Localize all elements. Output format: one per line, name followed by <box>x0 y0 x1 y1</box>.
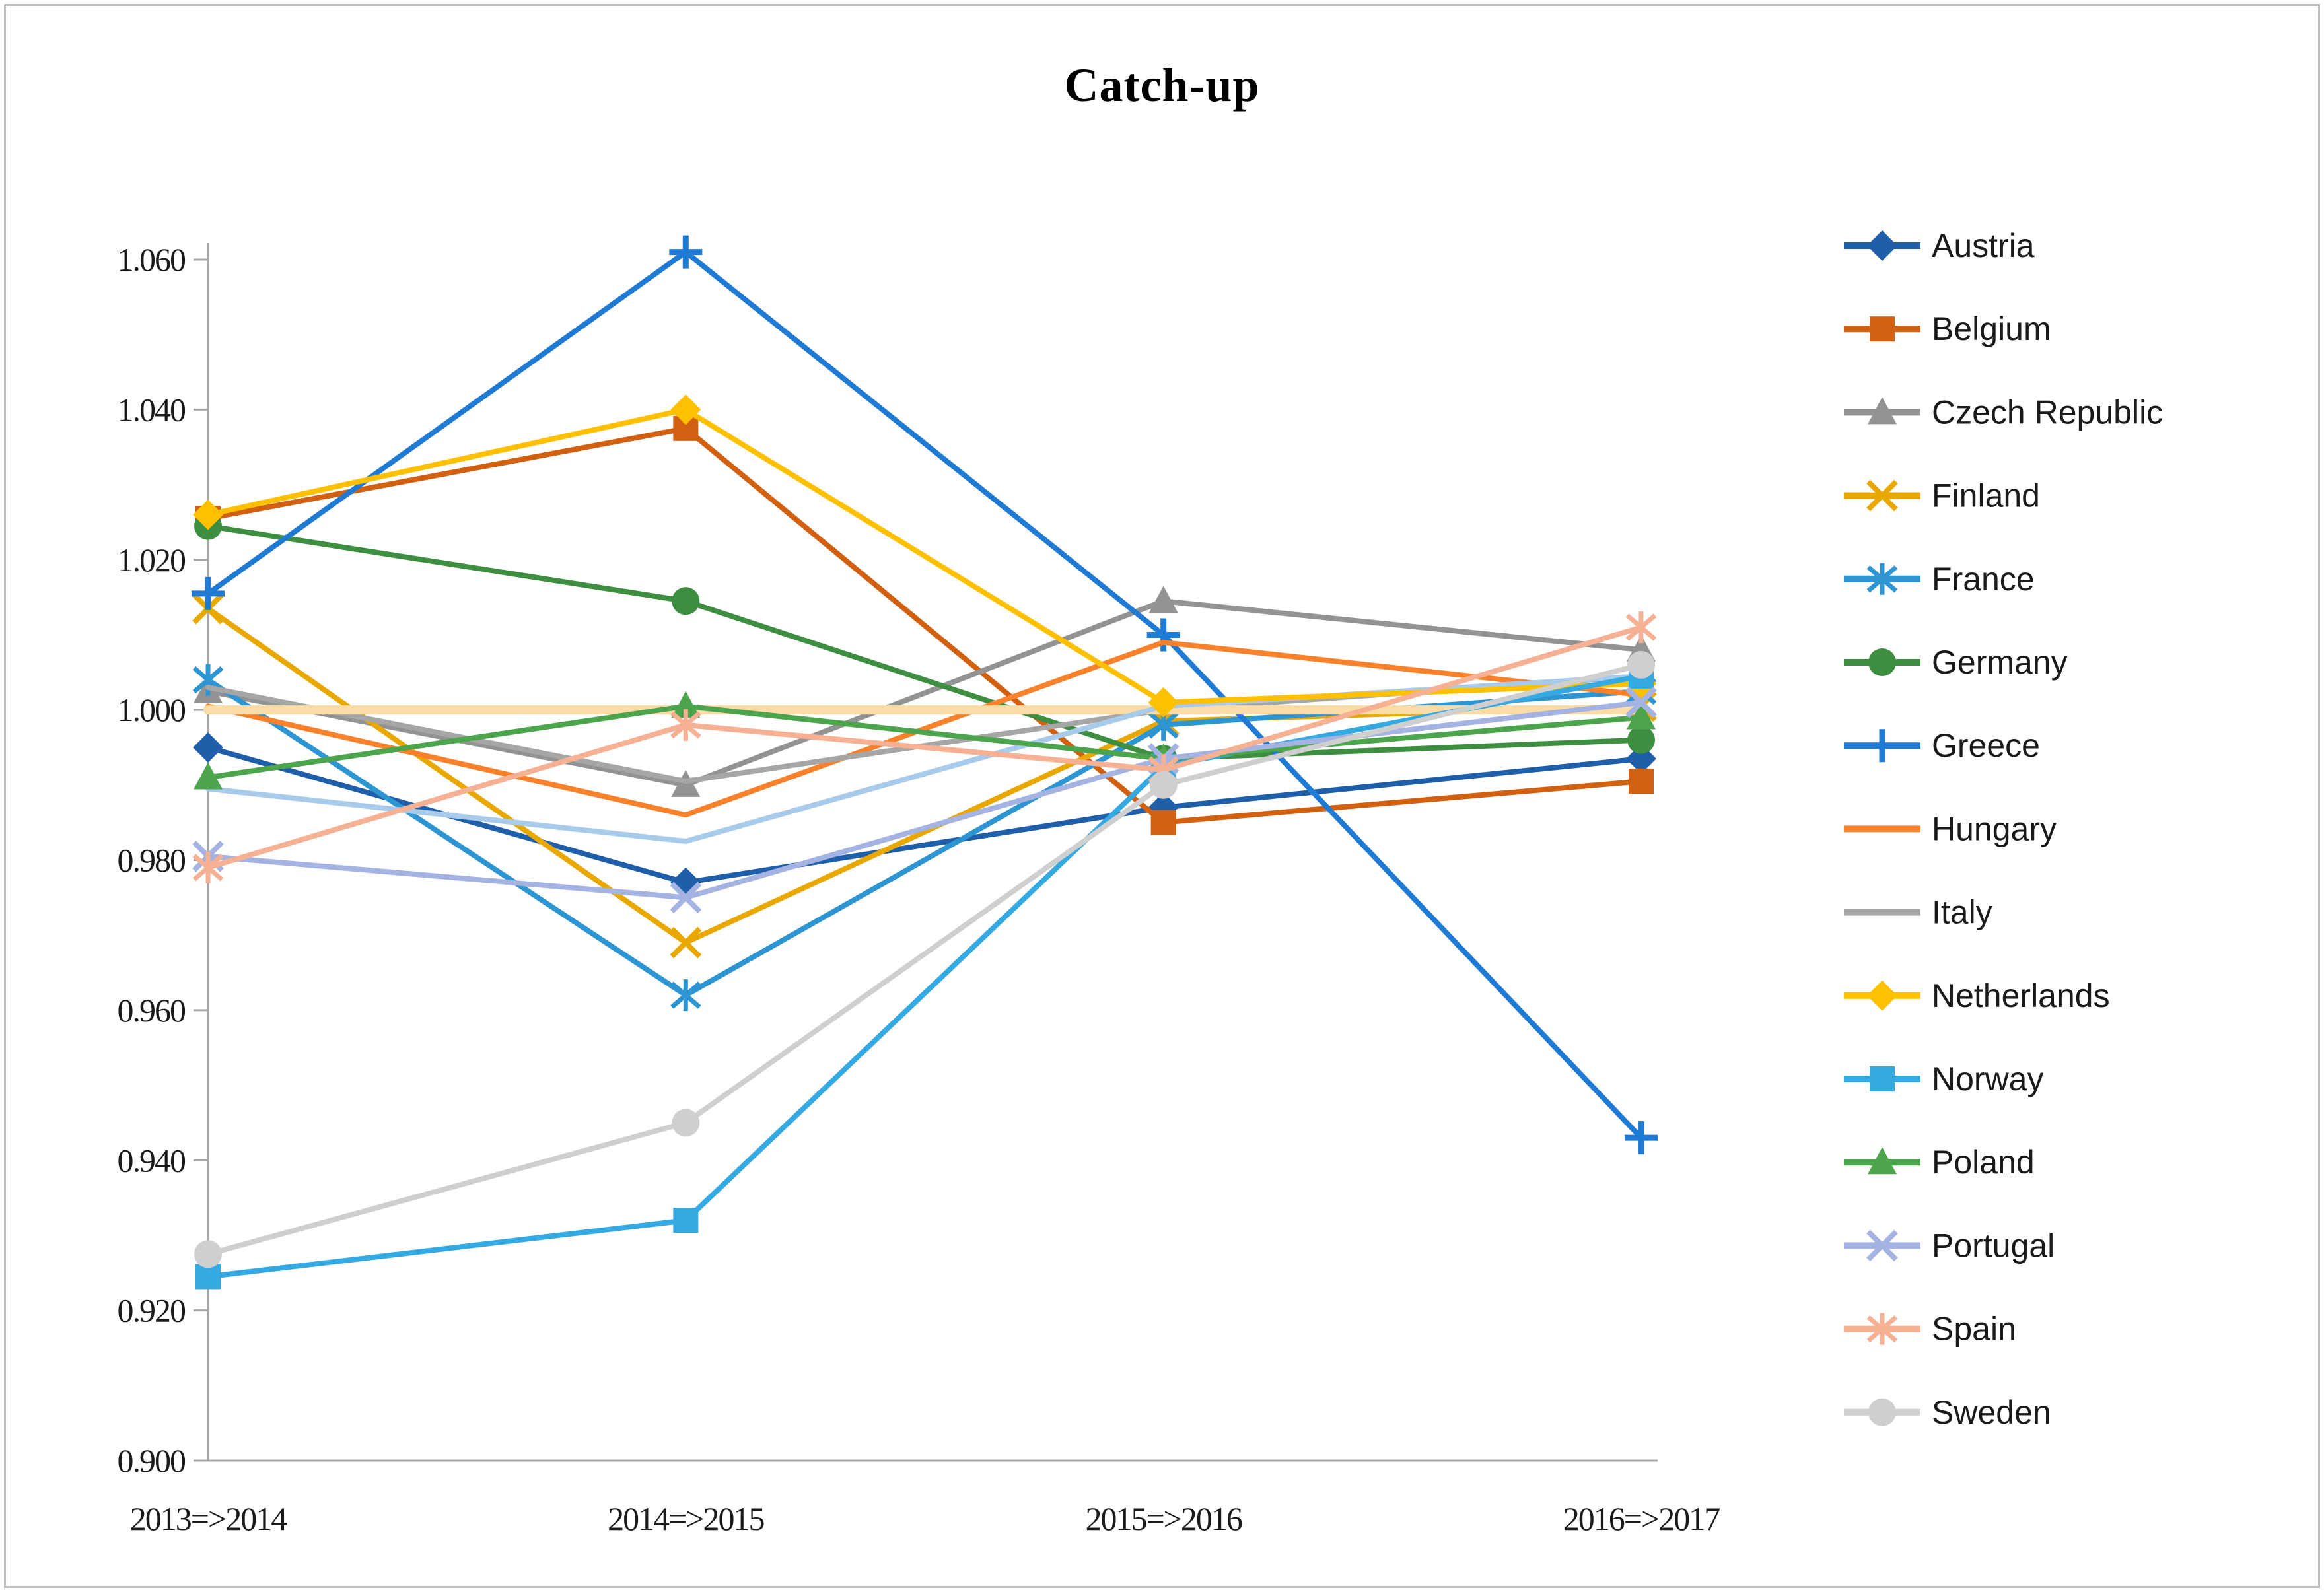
y-tick-label-1.040: 1.040 <box>118 391 186 428</box>
y-axis: 0.900 0.920 0.940 0.960 0.980 1.000 1.020 1.040… <box>118 241 209 1479</box>
chart-title: Catch-up <box>1064 59 1260 112</box>
y-tick-label-0.980: 0.980 <box>118 842 186 879</box>
y-tick-label-0.900: 0.900 <box>118 1442 186 1479</box>
legend-label-poland: Poland <box>1932 1144 2035 1181</box>
legend-item-netherlands: Netherlands <box>1844 977 2110 1014</box>
legend-item-italy: Italy <box>1844 894 1992 931</box>
x-tick-label-2014-2015: 2014=>2015 <box>608 1500 764 1537</box>
y-tick-label-1.020: 1.020 <box>118 541 186 578</box>
legend-item-poland: Poland <box>1844 1144 2035 1181</box>
legend-item-greece: Greece <box>1844 727 2040 764</box>
legend-item-sweden: Sweden <box>1844 1394 2051 1431</box>
legend-item-norway: Norway <box>1844 1060 2043 1097</box>
legend-item-spain: Spain <box>1844 1311 2016 1348</box>
legend-item-belgium: Belgium <box>1844 310 2051 347</box>
y-tick-label-0.960: 0.960 <box>118 992 186 1029</box>
legend-item-czech-republic: Czech Republic <box>1844 394 2163 431</box>
legend-label-portugal: Portugal <box>1932 1227 2055 1264</box>
legend-label-germany: Germany <box>1932 644 2068 681</box>
legend-label-finland: Finland <box>1932 477 2040 514</box>
x-tick-label-2013-2014: 2013=>2014 <box>130 1500 287 1537</box>
legend-label-netherlands: Netherlands <box>1932 977 2110 1014</box>
series-greece <box>192 235 1658 1155</box>
legend-label-greece: Greece <box>1932 727 2040 764</box>
legend-label-spain: Spain <box>1932 1311 2016 1348</box>
legend-label-france: France <box>1932 561 2035 598</box>
y-tick-label-1.000: 1.000 <box>118 691 186 728</box>
legend-label-belgium: Belgium <box>1932 310 2051 347</box>
legend-item-hungary: Hungary <box>1844 810 2057 847</box>
legend-item-germany: Germany <box>1844 644 2068 681</box>
legend-label-sweden: Sweden <box>1932 1394 2051 1431</box>
y-tick-label-1.060: 1.060 <box>118 241 186 278</box>
x-tick-label-2016-2017: 2016=>2017 <box>1563 1500 1720 1537</box>
x-tick-label-2015-2016: 2015=>2016 <box>1085 1500 1242 1537</box>
series-hungary <box>205 639 1644 818</box>
legend-label-czech-republic: Czech Republic <box>1932 394 2163 431</box>
series-sweden <box>194 650 1655 1268</box>
legend-item-austria: Austria <box>1844 227 2035 264</box>
y-tick-label-0.920: 0.920 <box>118 1292 186 1329</box>
chart-outer-border <box>4 4 2320 1588</box>
legend-label-italy: Italy <box>1932 894 1992 931</box>
legend-label-norway: Norway <box>1932 1060 2043 1097</box>
legend-item-france: France <box>1844 561 2035 598</box>
legend-item-finland: Finland <box>1844 477 2040 514</box>
legend-label-austria: Austria <box>1932 227 2035 264</box>
legend-label-hungary: Hungary <box>1932 810 2057 847</box>
legend-item-portugal: Portugal <box>1844 1227 2055 1264</box>
legend: Austria Belgium Czech Republic Finland Franc… <box>1844 227 2163 1431</box>
series-spain <box>192 611 1657 883</box>
y-tick-label-0.940: 0.940 <box>118 1142 186 1179</box>
x-axis: 2013=>2014 2014=>2015 2015=>2016 2016=>2017 <box>130 1459 1721 1537</box>
